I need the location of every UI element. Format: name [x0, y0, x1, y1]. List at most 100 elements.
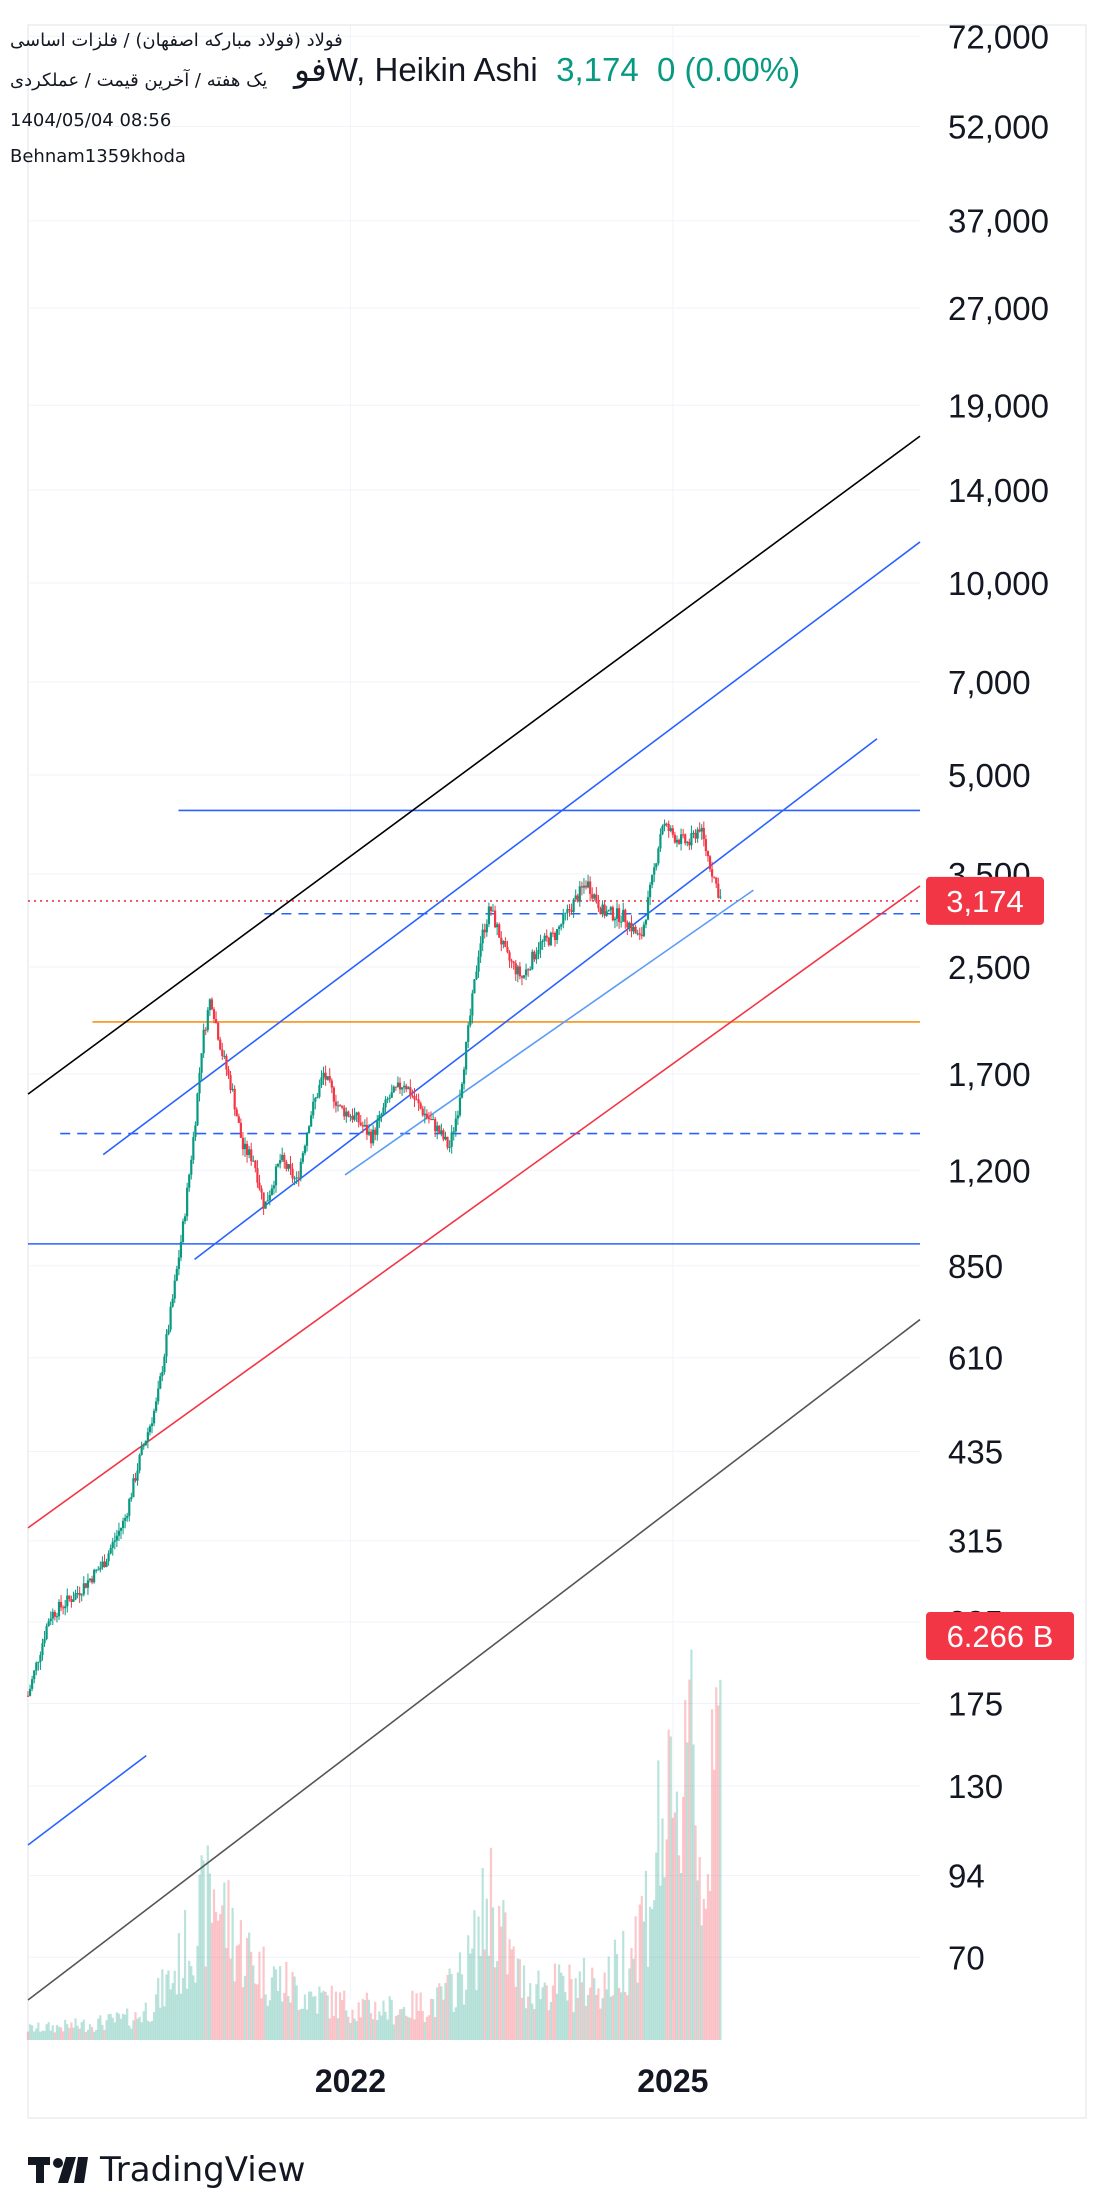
volume-bar — [66, 2024, 69, 2040]
candle-body — [620, 921, 623, 923]
volume-bar — [388, 1996, 391, 2040]
candle-body — [152, 1410, 156, 1424]
brand[interactable]: TradingView — [28, 2150, 305, 2190]
volume-bar — [49, 2030, 52, 2040]
volume-bar — [651, 1909, 654, 2040]
candle-body — [305, 1132, 309, 1146]
candle-body — [560, 924, 563, 927]
volume-bar — [219, 1914, 222, 2040]
candle-body — [529, 969, 532, 971]
volume-bar — [150, 2020, 154, 2040]
candle-body — [702, 827, 705, 840]
candle-body — [450, 1132, 453, 1147]
volume-bar — [233, 1981, 236, 2040]
volume-bar — [541, 1987, 544, 2040]
candle-body — [491, 910, 495, 912]
candle-body — [429, 1119, 433, 1121]
time-axis[interactable]: 2022 2025 — [315, 2063, 709, 2099]
candle-body — [601, 904, 604, 915]
x-tick-label: 2022 — [315, 2063, 386, 2099]
last-price-label: 3,174 — [946, 884, 1024, 919]
candle-body — [132, 1478, 135, 1498]
candle-body — [653, 867, 656, 875]
volume-bar — [62, 2031, 65, 2040]
volume-bar — [41, 2030, 44, 2040]
candle-body — [671, 828, 674, 835]
candle-body — [576, 895, 579, 902]
candle-body — [47, 1621, 50, 1627]
candle-body — [367, 1131, 371, 1135]
candle-body — [285, 1161, 288, 1169]
volume-bar — [256, 1984, 259, 2040]
volume-bar — [493, 1967, 497, 2040]
volume-bar — [636, 1982, 639, 2040]
volume-bar — [531, 2003, 534, 2040]
volume-bar — [578, 1971, 581, 2040]
candle-body — [343, 1107, 346, 1117]
volume-value-label: 6.266 B — [947, 1619, 1054, 1654]
candle-body — [221, 1049, 224, 1057]
volume-bar — [287, 1996, 290, 2040]
candle-body — [444, 1136, 447, 1140]
volume-bar — [570, 1979, 573, 2040]
candle-body — [31, 1679, 34, 1689]
volume-bar — [458, 1952, 462, 2040]
volume-bar — [165, 1974, 168, 2040]
candle-body — [177, 1257, 180, 1269]
volume-bar — [363, 2000, 366, 2040]
volume-bar — [638, 1904, 641, 2040]
volume-bar — [669, 1736, 672, 2040]
volume-bar — [421, 2010, 424, 2040]
candle-body — [514, 963, 517, 975]
candle-body — [543, 935, 546, 942]
candle-body — [545, 935, 548, 938]
volume-bar — [609, 1996, 612, 2040]
candle-body — [206, 1010, 209, 1030]
chart-frame — [27, 24, 1087, 2119]
candle-body — [708, 856, 712, 870]
volume-bar — [504, 1912, 507, 2040]
volume-bar — [57, 2026, 61, 2040]
candle-body — [605, 911, 608, 916]
candle-body — [314, 1098, 317, 1102]
y-tick-label: 2,500 — [948, 949, 1031, 986]
candle-body — [644, 919, 648, 925]
candle-body — [303, 1145, 307, 1154]
candle-body — [584, 885, 588, 888]
volume-bar — [400, 2008, 404, 2040]
volume-bar — [214, 1912, 218, 2040]
volume-bar — [72, 2027, 75, 2040]
candle-body — [245, 1143, 249, 1156]
volume-bar — [252, 1965, 255, 2040]
candle-body — [607, 910, 610, 912]
volume-bar — [173, 1970, 176, 2040]
volume-bar — [535, 1984, 538, 2040]
candle-body — [181, 1221, 185, 1242]
candle-body — [651, 874, 654, 885]
volume-bar — [310, 1991, 313, 2040]
volume-bar — [345, 2010, 348, 2040]
trend-line — [344, 889, 754, 1176]
volume-bar — [312, 1996, 315, 2040]
candle-body — [640, 934, 643, 937]
volume-bar — [613, 1939, 617, 2040]
symbol-description: فولاد (فولاد مبارکه اصفهان) / فلزات اساس… — [10, 30, 343, 51]
volume-bar — [206, 1845, 209, 2040]
volume-bar — [688, 1679, 691, 2040]
volume-bar — [35, 2028, 38, 2040]
volume-bar — [564, 1992, 567, 2040]
volume-bar — [314, 1995, 317, 2040]
volume-bar — [283, 1992, 286, 2040]
volume-bar — [126, 2008, 129, 2040]
volume-bar — [82, 2019, 85, 2040]
volume-bar — [121, 2013, 125, 2040]
chart-legend[interactable]: فوW, Heikin Ashi 3,174 0 (0.00%) — [294, 50, 800, 89]
volume-bar — [64, 2019, 67, 2040]
price-axis[interactable]: 72,000 52,000 37,000 27,000 19,000 14,000 10,0… — [948, 18, 1049, 1976]
candle-body — [53, 1611, 56, 1617]
candle-body — [566, 909, 569, 913]
volume-bar — [713, 1769, 716, 2040]
candle-body — [252, 1160, 255, 1162]
volume-bar — [413, 2019, 416, 2040]
